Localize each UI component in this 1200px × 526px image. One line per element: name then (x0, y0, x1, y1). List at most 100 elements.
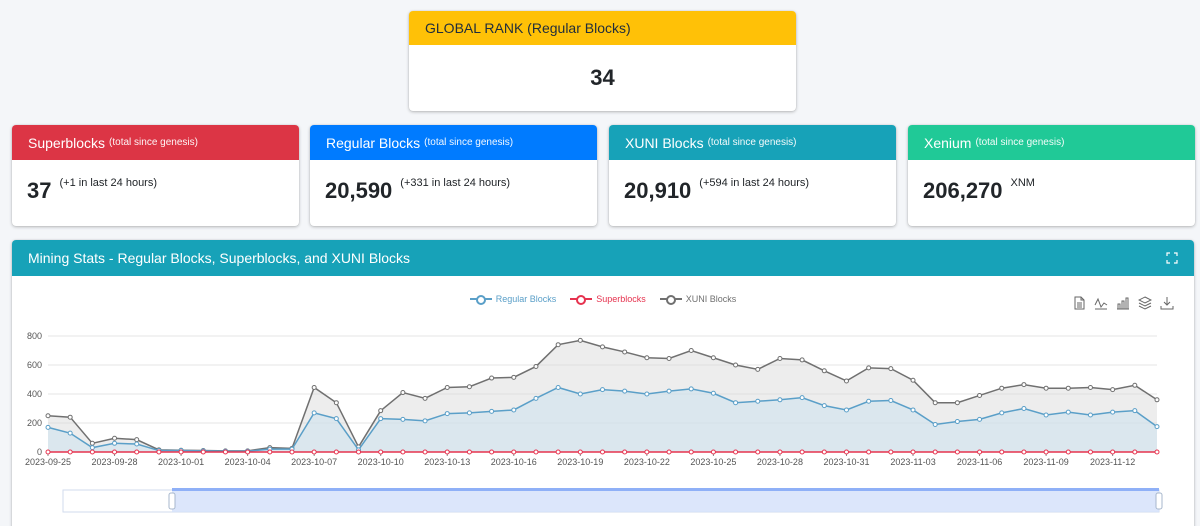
point-superblocks (200, 449, 206, 455)
bar-chart-icon[interactable] (1116, 296, 1130, 310)
point-superblocks (1065, 449, 1071, 455)
point-superblocks (511, 449, 517, 455)
point-regular-blocks (666, 388, 672, 394)
point-superblocks (1087, 449, 1093, 455)
xenium-subtitle: (total since genesis) (975, 137, 1065, 148)
point-superblocks (843, 449, 849, 455)
point-superblocks (311, 449, 317, 455)
point-xuni-blocks (688, 348, 694, 353)
superblocks-note: (+1 in last 24 hours) (59, 177, 158, 189)
legend-regular-label: Regular Blocks (495, 294, 557, 304)
point-superblocks (954, 449, 960, 455)
point-superblocks (222, 449, 228, 455)
xenium-title: Xenium (924, 134, 972, 151)
point-regular-blocks (400, 416, 406, 422)
point-xuni-blocks (733, 362, 739, 368)
global-rank-title: GLOBAL RANK (Regular Blocks) (425, 20, 631, 36)
point-regular-blocks (600, 387, 605, 393)
point-regular-blocks (1065, 409, 1071, 415)
point-superblocks (156, 449, 162, 455)
point-regular-blocks (999, 410, 1005, 416)
zoom-handle-right (1155, 492, 1163, 510)
point-superblocks (666, 449, 672, 455)
point-regular-blocks (533, 395, 539, 401)
point-xuni-blocks (134, 437, 140, 443)
point-xuni-blocks (89, 440, 95, 446)
point-superblocks (777, 449, 783, 455)
point-regular-blocks (466, 410, 472, 416)
mining-stats-chart: 0 200 400 600 800 2023-09-25 2023-09-28 2023-10… (25, 331, 1163, 513)
point-xuni-blocks (843, 378, 849, 384)
point-regular-blocks (755, 398, 761, 404)
point-regular-blocks (888, 398, 894, 404)
point-regular-blocks (89, 445, 95, 451)
regular-blocks-value: 20,590 (325, 178, 393, 203)
expand-icon[interactable] (1166, 252, 1178, 264)
point-regular-blocks (577, 391, 583, 397)
point-xuni-blocks (1132, 382, 1138, 388)
point-xuni-blocks (511, 374, 517, 380)
point-superblocks (910, 449, 916, 455)
point-xuni-blocks (555, 342, 561, 348)
line-chart-icon[interactable] (1094, 296, 1108, 310)
point-regular-blocks (134, 441, 140, 447)
point-xuni-blocks (821, 368, 827, 374)
x-tick-label: 2023-10-07 (291, 457, 337, 467)
point-superblocks (67, 449, 73, 455)
point-xuni-blocks (333, 400, 339, 406)
superblocks-title: Superblocks (28, 134, 106, 151)
point-xuni-blocks (622, 349, 628, 355)
point-xuni-blocks (954, 400, 960, 406)
point-superblocks (999, 449, 1005, 455)
regular-blocks-title: Regular Blocks (326, 134, 421, 151)
point-regular-blocks (733, 400, 739, 406)
legend-xuni-swatch (659, 294, 682, 305)
legend-regular-blocks[interactable]: Regular Blocks (469, 294, 557, 305)
point-regular-blocks (511, 407, 517, 413)
x-tick-label: 2023-10-28 (757, 457, 803, 467)
stack-icon[interactable] (1137, 296, 1153, 310)
point-regular-blocks (67, 430, 73, 436)
mining-stats-card: Mining Stats - Regular Blocks, Superbloc… (12, 240, 1194, 526)
point-xuni-blocks (777, 355, 783, 361)
point-regular-blocks (444, 411, 450, 417)
point-regular-blocks (821, 403, 827, 409)
point-superblocks (444, 449, 450, 455)
point-regular-blocks (1087, 412, 1093, 418)
point-xuni-blocks (666, 355, 672, 361)
point-xuni-blocks (866, 365, 872, 371)
x-tick-label: 2023-10-16 (491, 457, 537, 467)
point-regular-blocks (112, 440, 118, 446)
regular-blocks-header: Regular Blocks (total since genesis) (310, 125, 597, 160)
legend-super-label: Superblocks (596, 294, 646, 304)
xenium-unit: XNM (1010, 177, 1035, 189)
point-xuni-blocks (600, 344, 605, 350)
point-xuni-blocks (422, 395, 428, 401)
data-view-icon[interactable] (1072, 296, 1086, 310)
legend-superblocks[interactable]: Superblocks (570, 294, 646, 305)
point-superblocks (622, 449, 628, 455)
point-xuni-blocks (378, 408, 384, 414)
x-tick-label: 2023-10-10 (358, 457, 404, 467)
legend-super-swatch (570, 294, 593, 305)
point-superblocks (710, 449, 716, 455)
point-regular-blocks (333, 416, 339, 422)
point-regular-blocks (777, 397, 783, 403)
point-regular-blocks (710, 390, 716, 396)
xuni-blocks-title: XUNI Blocks (625, 134, 704, 151)
xenium-card: Xenium (total since genesis) 206,270 XNM (908, 125, 1195, 226)
area-regular-blocks (48, 387, 1157, 452)
point-xuni-blocks (999, 385, 1005, 391)
legend-xuni-blocks[interactable]: XUNI Blocks (659, 294, 736, 305)
point-xuni-blocks (489, 375, 495, 381)
regular-blocks-subtitle: (total since genesis) (424, 137, 514, 148)
point-superblocks (378, 449, 384, 455)
point-regular-blocks (622, 388, 628, 394)
point-xuni-blocks (910, 377, 916, 383)
point-regular-blocks (910, 407, 916, 413)
download-icon[interactable] (1160, 296, 1174, 310)
point-superblocks (688, 449, 694, 455)
x-tick-label: 2023-10-04 (225, 457, 271, 467)
chart-legend: Regular Blocks Superblocks XUNI Blocks (12, 294, 1194, 305)
zoom-slider-window (172, 490, 1159, 512)
